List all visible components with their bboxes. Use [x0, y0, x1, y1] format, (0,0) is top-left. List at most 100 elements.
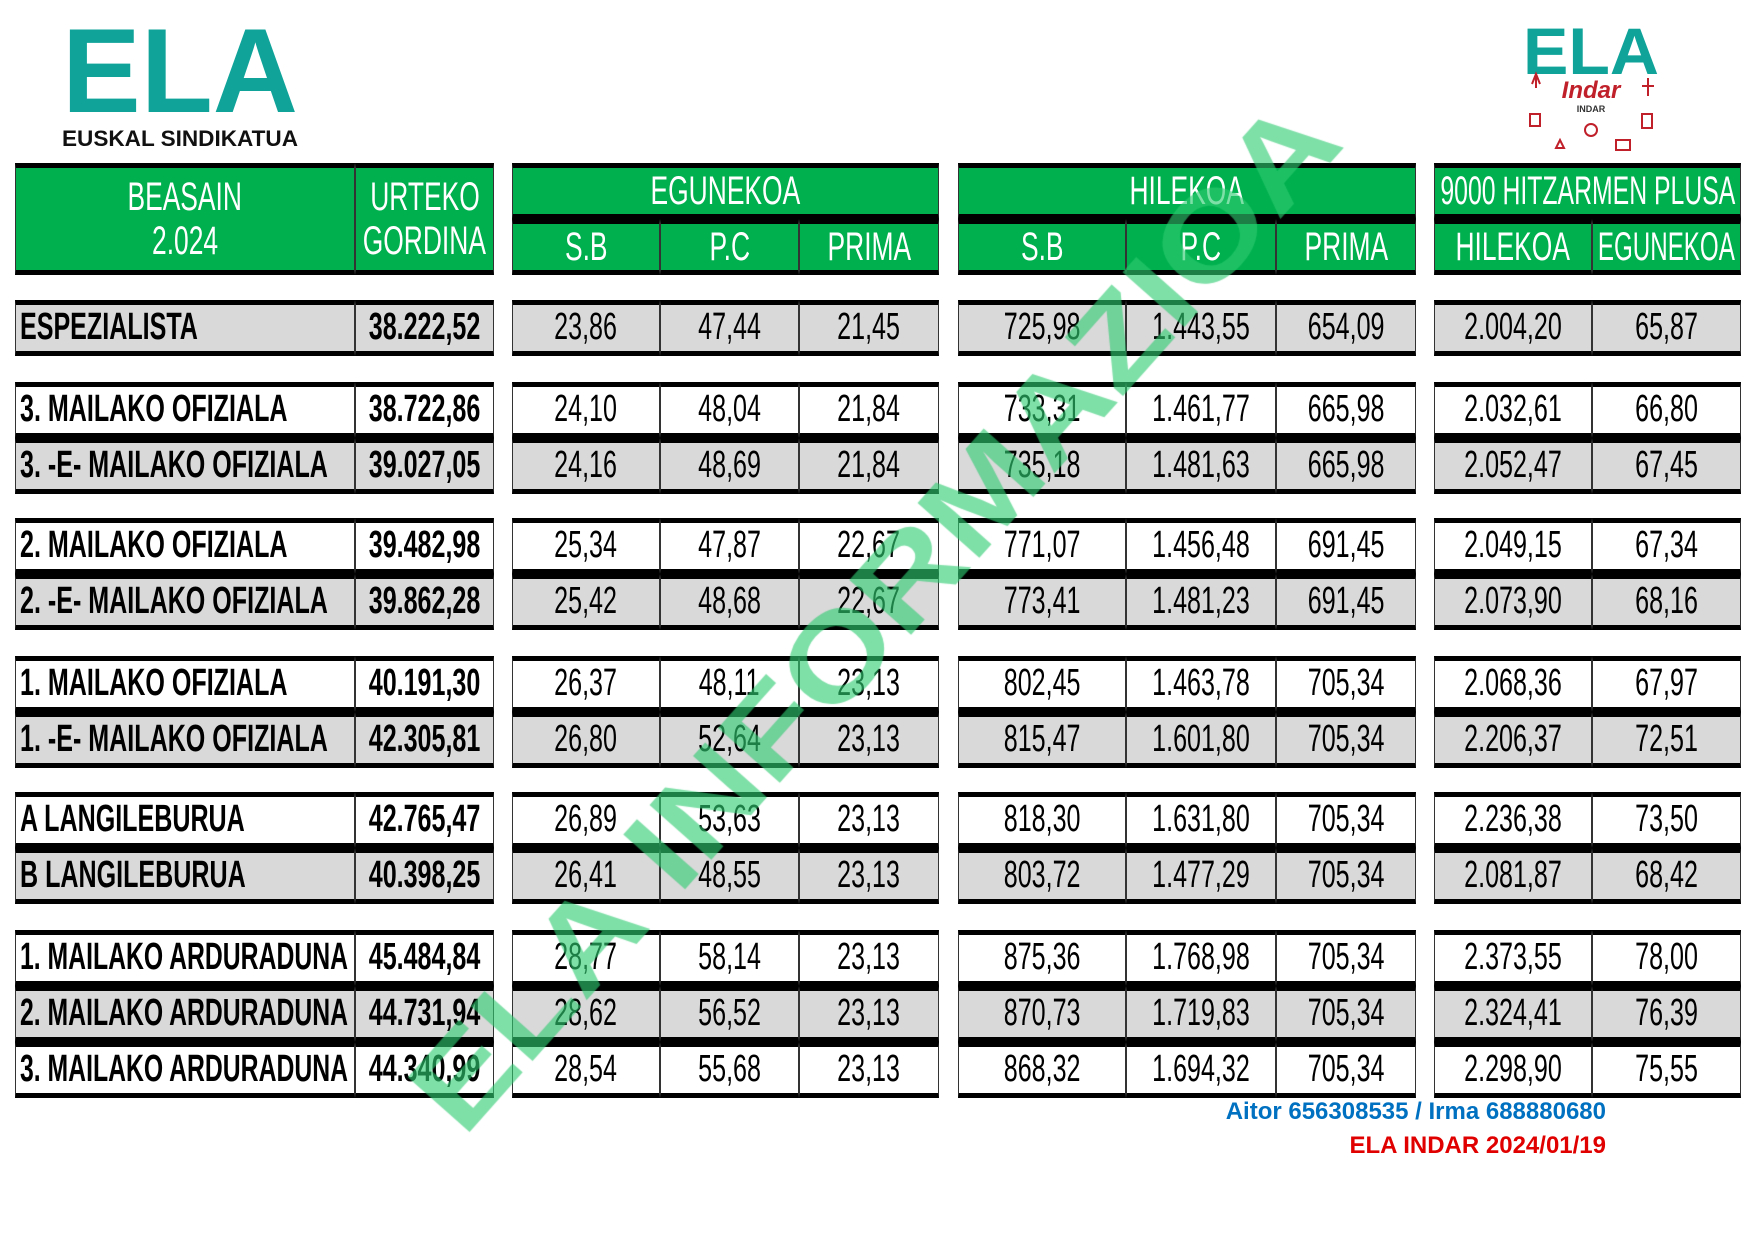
row-egunekoa-value: 24,10: [512, 382, 660, 438]
header-group4-title-text: 9000 HITZARMEN PLUSA: [1440, 169, 1735, 213]
header-group4-col-text: EGUNEKOA: [1598, 225, 1735, 269]
row-egunekoa-value: 26,41: [512, 848, 660, 904]
row-hilekoa-value: 870,73: [958, 986, 1126, 1042]
row-hilekoa-value: 875,36: [958, 930, 1126, 986]
row-plus-value-text: 2.081,87: [1464, 854, 1562, 897]
row-egunekoa-value-text: 48,11: [699, 662, 760, 705]
row-egunekoa-value-text: 23,13: [837, 992, 901, 1035]
row-hilekoa-value: 705,34: [1276, 792, 1416, 848]
table-group: 2. -E- MAILAKO OFIZIALA 39.862,28: [15, 574, 494, 630]
row-category: 1. -E- MAILAKO OFIZIALA: [15, 712, 355, 768]
row-egunekoa-value: 48,11: [660, 656, 799, 712]
row-plus-value: 72,51: [1592, 712, 1741, 768]
row-egunekoa-value-text: 48,04: [698, 388, 761, 431]
row-urteko-gordina: 40.191,30: [355, 656, 494, 712]
row-egunekoa-value-text: 21,84: [837, 444, 901, 487]
row-plus-value: 75,55: [1592, 1042, 1741, 1098]
ela-indar-logo: ELA Indar INDAR: [1523, 22, 1659, 151]
svg-text:INDAR: INDAR: [1577, 104, 1606, 114]
header-urteko-gordina: URTEKO GORDINA: [355, 163, 494, 275]
row-hilekoa-value-text: 654,09: [1307, 306, 1385, 349]
row-category: 2. MAILAKO ARDURADUNA: [15, 986, 355, 1042]
header-group3-col: S.B: [958, 219, 1126, 275]
row-hilekoa-value-text: 705,34: [1307, 854, 1385, 897]
row-hilekoa-value-text: 705,34: [1307, 1048, 1385, 1091]
row-egunekoa-value-text: 21,45: [837, 306, 901, 349]
row-plus-value: 2.032,61: [1434, 382, 1592, 438]
row-egunekoa-value-text: 23,13: [837, 662, 901, 705]
row-plus-value: 67,97: [1592, 656, 1741, 712]
row-egunekoa-value: 53,63: [660, 792, 799, 848]
row-category: 3. MAILAKO ARDURADUNA: [15, 1042, 355, 1098]
row-hilekoa-value-text: 1.481,23: [1152, 580, 1250, 623]
row-egunekoa-value-text: 23,86: [554, 306, 618, 349]
row-plus-value: 2.236,38: [1434, 792, 1592, 848]
row-urteko-gordina: 42.765,47: [355, 792, 494, 848]
row-hilekoa-value: 705,34: [1276, 712, 1416, 768]
row-hilekoa-value: 771,07: [958, 518, 1126, 574]
row-egunekoa-value: 48,55: [660, 848, 799, 904]
row-hilekoa-value-text: 705,34: [1307, 992, 1385, 1035]
svg-text:ELA: ELA: [62, 22, 298, 138]
row-egunekoa-value: 58,14: [660, 930, 799, 986]
row-category-text: 2. MAILAKO OFIZIALA: [20, 524, 288, 567]
table-group: 818,30 1.631,80 705,34: [958, 792, 1416, 848]
table-group: 803,72 1.477,29 705,34: [958, 848, 1416, 904]
table-group: 2. MAILAKO OFIZIALA 39.482,98: [15, 518, 494, 574]
row-hilekoa-value-text: 1.601,80: [1152, 718, 1250, 761]
row-plus-value: 2.298,90: [1434, 1042, 1592, 1098]
header-urteko-gordina-text: URTEKO: [369, 175, 480, 219]
table-group: B LANGILEBURUA 40.398,25: [15, 848, 494, 904]
row-urteko-gordina-text: 40.191,30: [368, 662, 481, 705]
row-egunekoa-value: 23,13: [799, 1042, 939, 1098]
table-group: 26,89 53,63 23,13: [512, 792, 939, 848]
row-egunekoa-value: 52,64: [660, 712, 799, 768]
table-group: 28,54 55,68 23,13: [512, 1042, 939, 1098]
row-egunekoa-value: 48,04: [660, 382, 799, 438]
header-group2-col: P.C: [660, 219, 799, 275]
row-urteko-gordina-text: 44.731,94: [368, 992, 481, 1035]
row-hilekoa-value: 705,34: [1276, 1042, 1416, 1098]
row-hilekoa-value-text: 691,45: [1307, 524, 1385, 567]
row-urteko-gordina: 39.027,05: [355, 438, 494, 494]
row-plus-value: 2.004,20: [1434, 300, 1592, 356]
row-egunekoa-value: 47,44: [660, 300, 799, 356]
row-hilekoa-value-text: 803,72: [1003, 854, 1081, 897]
row-hilekoa-value: 1.631,80: [1126, 792, 1276, 848]
row-hilekoa-value: 803,72: [958, 848, 1126, 904]
header-group2-col: S.B: [512, 219, 660, 275]
row-egunekoa-value-text: 26,41: [554, 854, 618, 897]
header-group3-col-text: S.B: [1020, 225, 1064, 269]
table-group: 2.081,87 68,42: [1434, 848, 1741, 904]
row-hilekoa-value: 691,45: [1276, 518, 1416, 574]
table-group: 1. MAILAKO ARDURADUNA 45.484,84: [15, 930, 494, 986]
row-category: 3. MAILAKO OFIZIALA: [15, 382, 355, 438]
row-hilekoa-value-text: 725,98: [1003, 306, 1081, 349]
table-group: 3. MAILAKO OFIZIALA 38.722,86: [15, 382, 494, 438]
row-egunekoa-value: 28,54: [512, 1042, 660, 1098]
row-egunekoa-value: 25,34: [512, 518, 660, 574]
row-plus-value-text: 2.373,55: [1464, 936, 1562, 979]
row-egunekoa-value: 23,13: [799, 792, 939, 848]
table-group: 1. MAILAKO OFIZIALA 40.191,30: [15, 656, 494, 712]
table-group: 802,45 1.463,78 705,34: [958, 656, 1416, 712]
row-egunekoa-value-text: 24,10: [554, 388, 618, 431]
table-group: 28,77 58,14 23,13: [512, 930, 939, 986]
row-urteko-gordina: 42.305,81: [355, 712, 494, 768]
footer-signature: ELA INDAR 2024/01/19: [1349, 1132, 1606, 1159]
row-category-text: 1. MAILAKO ARDURADUNA: [20, 936, 349, 979]
row-egunekoa-value-text: 48,69: [698, 444, 761, 487]
header-group3-col: P.C: [1126, 219, 1276, 275]
row-egunekoa-value: 24,16: [512, 438, 660, 494]
row-urteko-gordina-text: 38.222,52: [368, 306, 481, 349]
row-plus-value-text: 2.052,47: [1464, 444, 1562, 487]
row-urteko-gordina-text: 39.862,28: [368, 580, 481, 623]
header-group2-col: PRIMA: [799, 219, 939, 275]
row-egunekoa-value: 23,13: [799, 848, 939, 904]
header-group3-title-text: HILEKOA: [1129, 169, 1245, 213]
row-egunekoa-value: 28,62: [512, 986, 660, 1042]
row-plus-value-text: 68,16: [1635, 580, 1698, 623]
table-group: 25,34 47,87 22,67: [512, 518, 939, 574]
row-egunekoa-value: 23,13: [799, 930, 939, 986]
row-egunekoa-value-text: 56,52: [698, 992, 761, 1035]
